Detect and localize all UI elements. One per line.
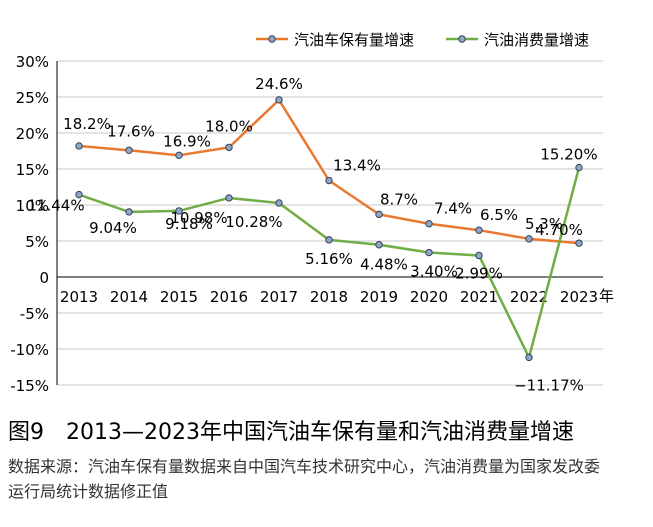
x-tick-label: 2015 <box>160 288 198 306</box>
legend: 汽油车保有量增速 汽油消费量增速 <box>256 31 589 49</box>
data-point <box>175 151 183 160</box>
data-labels: 18.2%17.6% 16.9%18.0% 24.6% 13.4% 8.7% 7.4% 6.… <box>27 75 597 395</box>
line-chart: -15% -10% -5% 0 5% 10% 15% 20% 25% 30% 2013 2014 201… <box>10 31 614 395</box>
y-tick-label: -15% <box>10 377 49 395</box>
data-point <box>475 251 483 260</box>
data-label: 10.28% <box>225 213 282 231</box>
data-point <box>475 226 483 234</box>
axes: -15% -10% -5% 0 5% 10% 15% 20% 25% 30% 2013 2014 201… <box>10 53 614 395</box>
data-point <box>575 239 583 247</box>
data-point <box>375 241 383 249</box>
data-source-note: 数据来源：汽油车保有量数据来自中国汽车技术研究中心，汽油消费量为国家发改委运行局… <box>8 457 601 501</box>
x-tick-label: 2013 <box>60 288 98 306</box>
data-label: 24.6% <box>255 75 303 93</box>
x-tick-label: 2016 <box>210 288 248 306</box>
x-tick-label: 2018 <box>310 288 348 306</box>
data-label: 10.98% <box>170 209 227 227</box>
data-label: 13.4% <box>333 157 381 175</box>
grid-lines <box>57 60 603 386</box>
x-tick-label: 2017 <box>260 288 298 306</box>
data-point <box>275 199 283 207</box>
y-tick-label: 10% <box>16 197 49 215</box>
x-tick-label: 2020 <box>410 288 448 306</box>
data-label: 5.3% <box>525 215 563 233</box>
data-point <box>275 96 283 104</box>
legend-marker-1 <box>268 35 276 43</box>
data-label: 7.4% <box>434 200 472 218</box>
y-tick-label: 0 <box>39 269 49 287</box>
y-tick-label: 15% <box>16 161 49 179</box>
data-point <box>125 208 133 216</box>
x-axis-unit-label: 年 <box>599 287 614 305</box>
data-point <box>75 190 83 199</box>
data-label: 15.20% <box>540 146 597 164</box>
data-point <box>225 143 233 152</box>
data-label: 9.04% <box>89 219 137 237</box>
data-point <box>325 236 333 244</box>
data-label: 18.0% <box>205 117 253 135</box>
data-label: 9.18% <box>165 215 213 233</box>
y-tick-label: 20% <box>16 125 49 143</box>
x-tick-label: 2022 <box>510 288 548 306</box>
legend-marker-2 <box>458 35 466 43</box>
data-point <box>425 248 433 257</box>
x-tick-label: 2014 <box>110 288 148 306</box>
data-label: 18.2% <box>63 115 111 133</box>
series-group <box>75 96 583 362</box>
y-tick-label: 25% <box>16 89 49 107</box>
figure-title: 图9 2013—2023年中国汽油车保有量和汽油消费量增速 <box>8 420 574 445</box>
x-tick-label: 2021 <box>460 288 498 306</box>
data-point <box>325 176 333 185</box>
x-tick-label: 2019 <box>360 288 398 306</box>
data-label: −11.17% <box>514 376 584 394</box>
data-point <box>575 163 583 172</box>
x-tick-label: 2023 <box>560 288 598 306</box>
data-label: 8.7% <box>380 190 418 208</box>
data-label: 16.9% <box>163 132 211 150</box>
data-label: 17.6% <box>107 122 155 140</box>
data-label: 5.16% <box>305 250 353 268</box>
y-tick-label: 30% <box>16 53 49 71</box>
data-point <box>525 235 533 243</box>
data-point <box>75 142 83 150</box>
legend-label-1: 汽油车保有量增速 <box>294 31 414 49</box>
legend-label-2: 汽油消费量增速 <box>484 31 589 49</box>
data-label: 11.44% <box>27 197 84 215</box>
data-label: 3.40% <box>410 263 458 281</box>
y-tick-label: -5% <box>20 305 49 323</box>
data-point <box>525 353 533 362</box>
data-point <box>425 220 433 228</box>
data-point <box>375 210 383 219</box>
data-label: 2.99% <box>455 264 503 282</box>
y-tick-label: -10% <box>10 341 49 359</box>
data-label: 4.70% <box>535 221 583 239</box>
data-label: 4.48% <box>360 256 408 274</box>
data-label: 6.5% <box>480 206 518 224</box>
y-tick-label: 5% <box>25 233 49 251</box>
data-point <box>125 146 133 154</box>
data-point <box>225 194 233 202</box>
data-point <box>175 207 183 215</box>
